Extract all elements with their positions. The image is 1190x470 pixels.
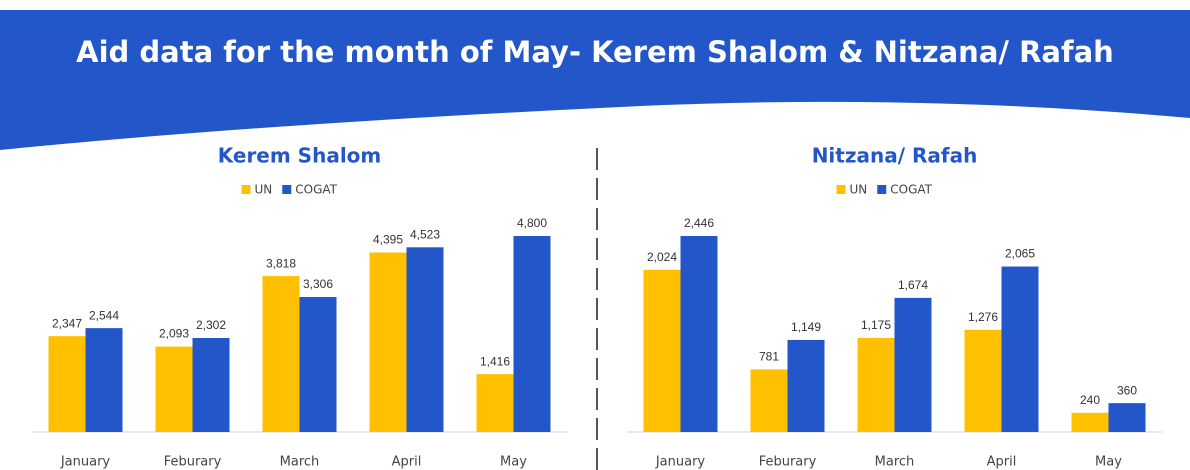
data-label: 240 — [1080, 393, 1100, 407]
data-label: 781 — [759, 350, 779, 364]
bar — [155, 346, 193, 432]
legend-swatch — [836, 185, 846, 194]
bar — [643, 269, 681, 432]
data-label: 2,446 — [684, 216, 714, 230]
bar — [680, 236, 718, 432]
legend-label: COGAT — [890, 183, 932, 197]
legend-swatch — [877, 185, 887, 194]
data-label: 4,523 — [410, 227, 440, 241]
legend-swatch — [241, 185, 251, 194]
legend-swatch — [282, 185, 292, 194]
bar — [857, 337, 895, 432]
bar — [1108, 403, 1146, 432]
data-label: 1,276 — [968, 310, 998, 324]
data-label: 1,175 — [861, 318, 891, 332]
x-tick-label: January — [655, 455, 706, 470]
x-tick-label: March — [280, 455, 320, 470]
x-tick-label: May — [1095, 455, 1122, 470]
x-tick-label: April — [987, 455, 1017, 470]
bar — [894, 297, 932, 432]
bar — [262, 276, 300, 432]
bar — [1071, 412, 1109, 432]
header-band — [0, 10, 1190, 150]
bar — [1001, 266, 1039, 432]
data-label: 2,544 — [89, 308, 119, 322]
x-tick-label: Feburary — [759, 455, 817, 470]
bar — [299, 297, 337, 432]
chart-title: Kerem Shalom — [218, 144, 382, 168]
data-label: 1,416 — [480, 354, 510, 368]
page-title: Aid data for the month of May- Kerem Sha… — [76, 35, 1114, 69]
x-tick-label: January — [60, 455, 111, 470]
data-label: 3,306 — [303, 277, 333, 291]
legend-label: COGAT — [295, 183, 337, 197]
bar — [787, 339, 825, 432]
data-label: 2,065 — [1005, 247, 1035, 261]
x-tick-label: Feburary — [164, 455, 222, 470]
data-label: 4,800 — [517, 216, 547, 230]
bar — [192, 338, 230, 432]
x-tick-label: April — [392, 455, 422, 470]
data-label: 4,395 — [373, 233, 403, 247]
data-label: 2,093 — [159, 327, 189, 341]
data-label: 1,674 — [898, 278, 928, 292]
data-label: 360 — [1117, 383, 1137, 397]
data-label: 2,024 — [647, 250, 677, 264]
legend-label: UN — [850, 183, 868, 197]
data-label: 2,347 — [52, 316, 82, 330]
x-tick-label: March — [875, 455, 915, 470]
legend-label: UN — [255, 183, 273, 197]
bar — [513, 236, 551, 432]
bar — [406, 247, 444, 432]
bar — [750, 369, 788, 432]
data-label: 2,302 — [196, 318, 226, 332]
bar — [85, 328, 123, 432]
chart-title: Nitzana/ Rafah — [812, 144, 978, 168]
bar — [964, 329, 1002, 432]
data-label: 1,149 — [791, 320, 821, 334]
x-tick-label: May — [500, 455, 527, 470]
bar — [476, 374, 514, 432]
bar — [48, 336, 86, 432]
data-label: 3,818 — [266, 256, 296, 270]
bar — [369, 252, 407, 432]
